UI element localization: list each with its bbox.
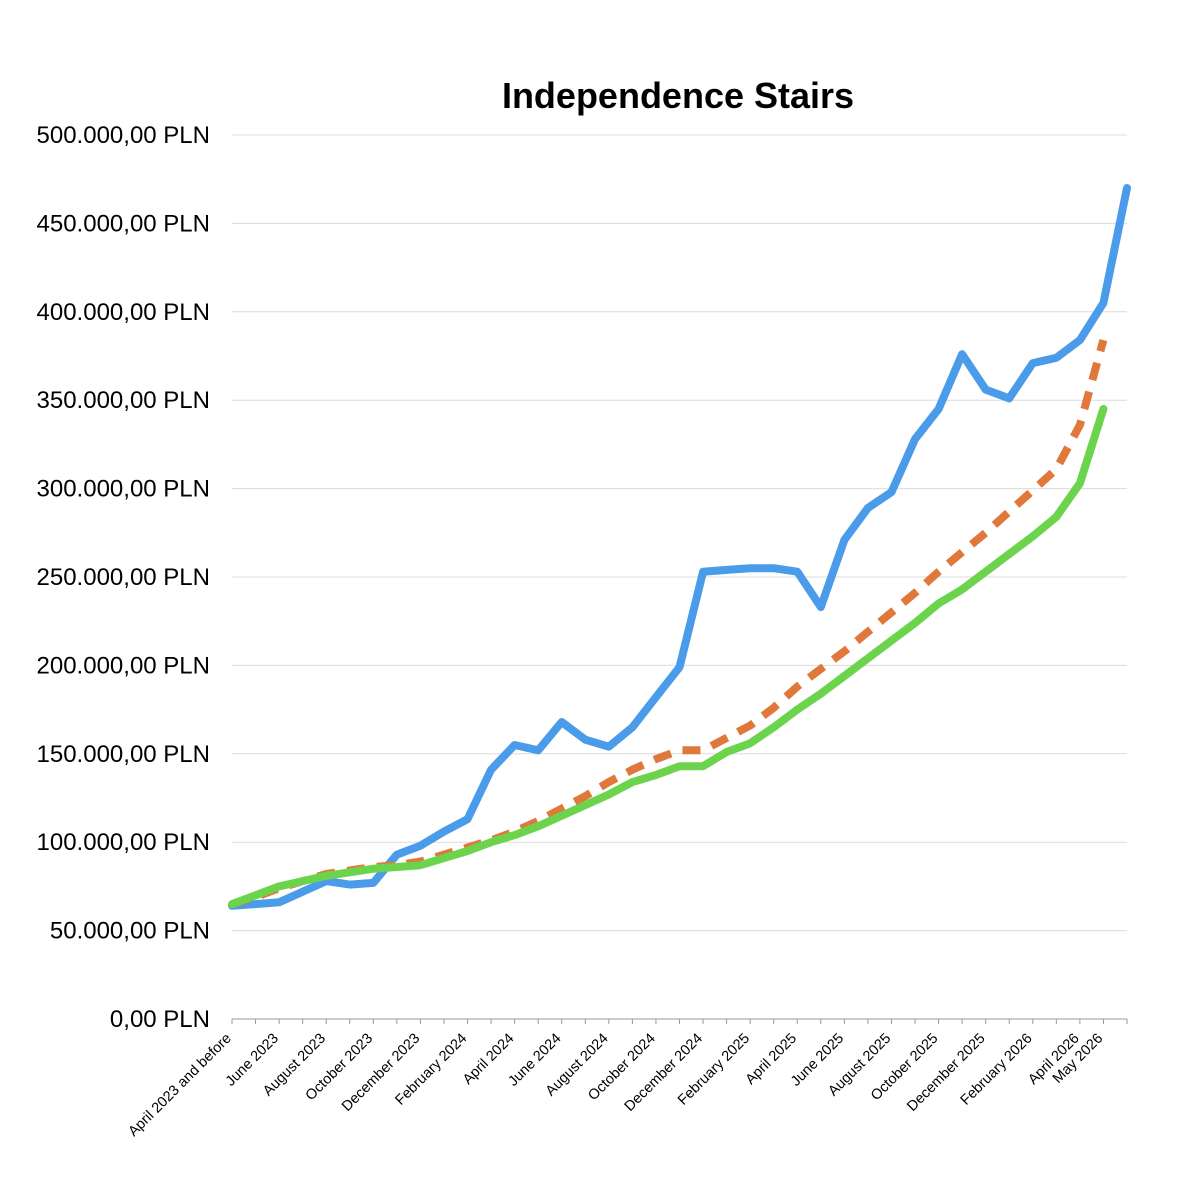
x-tick-label: April 2023 and before (125, 1031, 234, 1140)
y-tick-label: 50.000,00 PLN (50, 918, 210, 945)
y-tick-label: 100.000,00 PLN (37, 829, 210, 856)
chart-title: Independence Stairs (502, 75, 854, 116)
y-tick-label: 250.000,00 PLN (37, 564, 210, 591)
y-tick-label: 400.000,00 PLN (37, 299, 210, 326)
series-line-1 (228, 184, 1131, 910)
y-tick-label: 0,00 PLN (110, 1006, 210, 1033)
y-axis-tick-labels: 0,00 PLN 50.000,00 PLN 100.000,00 PLN 150.0… (37, 122, 210, 1033)
y-tick-label: 350.000,00 PLN (37, 387, 210, 414)
data-series (228, 184, 1131, 910)
y-tick-label: 150.000,00 PLN (37, 741, 210, 768)
y-tick-label: 200.000,00 PLN (37, 652, 210, 679)
series-line-2 (230, 339, 1108, 908)
gridlines (232, 134, 1127, 932)
series-line-3 (228, 405, 1108, 909)
y-tick-label: 450.000,00 PLN (37, 210, 210, 237)
y-tick-label: 300.000,00 PLN (37, 476, 210, 503)
y-tick-label: 500.000,00 PLN (37, 122, 210, 149)
